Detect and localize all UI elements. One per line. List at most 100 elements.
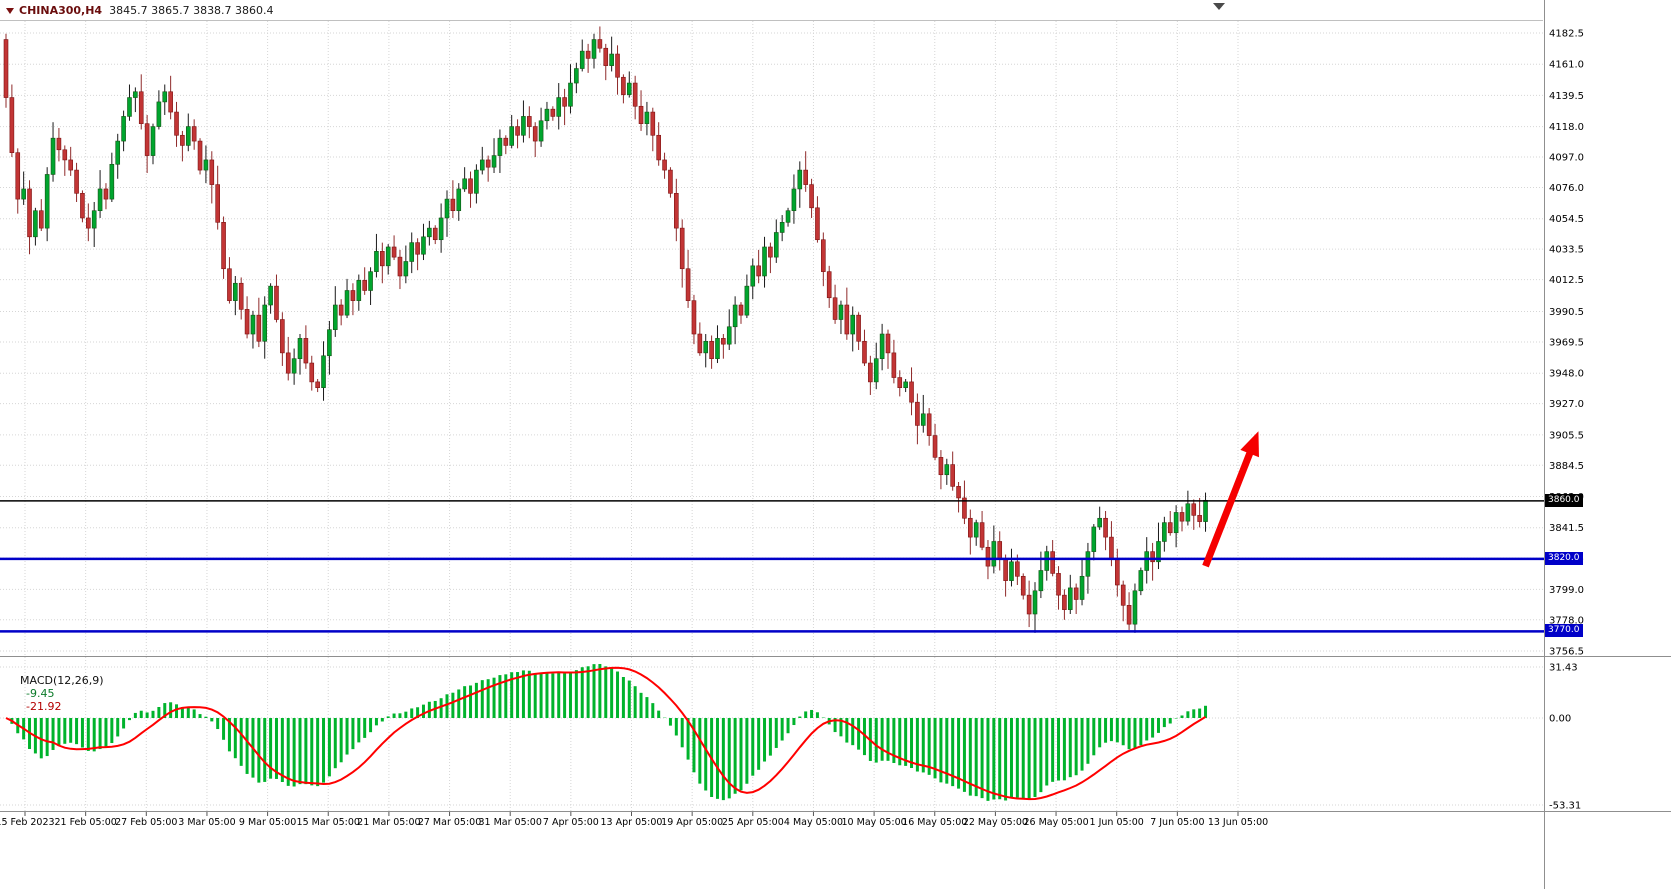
- candle: [1015, 561, 1020, 577]
- macd-main-value: -9.45: [26, 687, 55, 700]
- candle: [27, 188, 32, 238]
- candle: [185, 126, 191, 146]
- candle: [1120, 584, 1126, 606]
- price-axis[interactable]: [1545, 0, 1671, 812]
- candle: [321, 355, 326, 388]
- candle: [709, 340, 714, 359]
- candle: [621, 76, 626, 95]
- candle: [509, 126, 514, 146]
- candle: [527, 116, 532, 127]
- candle: [885, 333, 891, 354]
- candle: [568, 82, 573, 107]
- candle: [491, 155, 497, 168]
- time-tick-label: 7 Jun 05:00: [1150, 817, 1204, 828]
- candle: [244, 309, 250, 335]
- candle: [438, 217, 444, 241]
- candle: [826, 271, 832, 299]
- candle: [344, 290, 350, 316]
- candle: [1056, 573, 1061, 596]
- price-tick-label: 4097.0: [1549, 153, 1584, 164]
- candle: [697, 333, 703, 354]
- price-tick-label: 3756.5: [1549, 646, 1584, 657]
- candle: [315, 381, 320, 388]
- price-tick-label: 4012.5: [1549, 275, 1584, 286]
- macd-tick-label: 0.00: [1549, 714, 1571, 725]
- macd-indicator-label: MACD(12,26,9) -9.45 -21.92: [6, 661, 104, 726]
- candle: [121, 116, 126, 142]
- candle: [721, 338, 726, 345]
- candle: [385, 246, 391, 267]
- candle: [868, 362, 873, 383]
- time-tick-label: 7 Apr 05:00: [543, 817, 599, 828]
- symbol-name: CHINA300,H4: [19, 4, 103, 17]
- candle: [950, 464, 955, 487]
- time-tick-label: 26 May 05:00: [1023, 817, 1088, 828]
- candle: [15, 152, 21, 200]
- candle: [1109, 536, 1114, 560]
- candle: [973, 522, 979, 538]
- candle: [1050, 551, 1055, 574]
- candle: [497, 137, 503, 156]
- candle: [915, 401, 920, 426]
- candle: [138, 91, 144, 124]
- candle: [1073, 587, 1079, 600]
- candle: [609, 53, 614, 66]
- time-tick-label: 13 Jun 05:00: [1208, 817, 1268, 828]
- price-tick-label: 4033.5: [1549, 245, 1584, 256]
- price-tick-label: 3990.5: [1549, 307, 1584, 318]
- candle: [544, 108, 550, 122]
- candle: [391, 246, 397, 258]
- time-axis[interactable]: [0, 813, 1543, 837]
- candle: [562, 97, 567, 107]
- time-tick-label: 22 May 05:00: [963, 817, 1028, 828]
- candle: [1085, 551, 1091, 577]
- candle: [86, 217, 91, 229]
- candle: [238, 282, 244, 310]
- candle: [403, 261, 409, 277]
- candle: [1162, 522, 1167, 542]
- candle: [180, 134, 185, 146]
- time-tick-label: 13 Apr 05:00: [601, 817, 663, 828]
- candle: [515, 126, 520, 136]
- candle: [821, 239, 826, 272]
- candle: [1044, 551, 1050, 571]
- candle: [920, 413, 926, 426]
- candle: [1032, 590, 1038, 615]
- candle: [756, 265, 761, 277]
- chart-shift-marker-icon[interactable]: [1213, 3, 1225, 10]
- price-tick-label: 3799.0: [1549, 585, 1584, 596]
- candle: [679, 227, 685, 270]
- candle: [50, 137, 56, 175]
- candle: [156, 101, 162, 127]
- candle: [427, 227, 432, 238]
- candle: [579, 50, 585, 69]
- price-badge-3770[interactable]: 3770.0: [1545, 624, 1583, 638]
- trend-arrow-annotation[interactable]: [1202, 431, 1259, 568]
- candle: [656, 134, 661, 161]
- candle: [209, 159, 215, 185]
- candle: [732, 304, 738, 328]
- price-badge-3860[interactable]: 3860.0: [1545, 493, 1583, 507]
- candle: [956, 486, 961, 499]
- candle: [632, 82, 638, 107]
- candle: [227, 268, 232, 301]
- candle: [932, 435, 938, 458]
- symbol-marker-icon: [6, 7, 14, 14]
- candle: [803, 169, 808, 185]
- candle: [832, 297, 838, 320]
- candle: [962, 497, 967, 519]
- candle: [109, 163, 115, 200]
- candle: [715, 338, 720, 359]
- candle: [897, 377, 903, 388]
- candle: [744, 285, 750, 316]
- candle: [103, 188, 109, 200]
- candle: [1167, 522, 1173, 534]
- macd-signal-line: [5, 666, 1207, 801]
- candle: [380, 251, 385, 267]
- candle: [938, 457, 944, 476]
- macd-tick-label: 31.43: [1549, 663, 1578, 674]
- candle: [327, 329, 332, 357]
- price-badge-3820[interactable]: 3820.0: [1545, 551, 1583, 565]
